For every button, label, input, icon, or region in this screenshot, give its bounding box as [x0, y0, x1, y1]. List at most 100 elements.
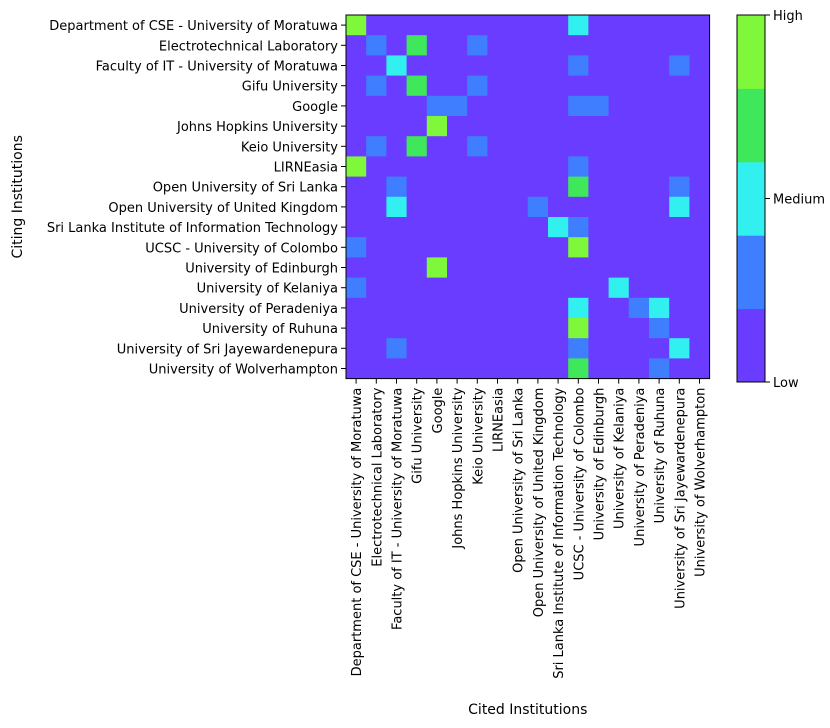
- heatmap-cell: [386, 318, 407, 339]
- heatmap-cell: [608, 297, 630, 319]
- heatmap-cell: [689, 116, 710, 137]
- heatmap-cell: [649, 156, 670, 177]
- heatmap-cell: [548, 136, 569, 157]
- heatmap-cell: [467, 35, 488, 56]
- heatmap-cell: [568, 358, 589, 379]
- heatmap-cell: [548, 196, 569, 218]
- heatmap-cell: [588, 176, 609, 198]
- heatmap-cell: [548, 237, 569, 258]
- heatmap-cell: [588, 95, 609, 117]
- heatmap-cell: [406, 338, 428, 359]
- heatmap-cell: [628, 136, 650, 157]
- heatmap-cell: [689, 338, 710, 359]
- heatmap-cell: [649, 136, 670, 157]
- heatmap-cell: [669, 176, 690, 198]
- heatmap-cell: [568, 277, 589, 299]
- heatmap-cell: [386, 196, 407, 218]
- heatmap-cell: [608, 55, 630, 76]
- heatmap-cell: [608, 196, 630, 218]
- colorbar-tick-label: High: [773, 9, 803, 24]
- heatmap-cell: [386, 176, 407, 198]
- heatmap-cell: [487, 277, 508, 299]
- heatmap-cell: [346, 277, 367, 299]
- heatmap-cell: [649, 176, 670, 198]
- heatmap-cell: [406, 297, 428, 319]
- heatmap-cell: [346, 338, 367, 359]
- x-tick-label: University of Peradeniya: [633, 388, 648, 547]
- heatmap-cell: [487, 136, 508, 157]
- heatmap-cell: [649, 318, 670, 339]
- heatmap-cell: [628, 156, 650, 177]
- heatmap-cell: [386, 257, 407, 278]
- heatmap-cell: [386, 338, 407, 359]
- heatmap-cell: [386, 55, 407, 76]
- heatmap-cell: [527, 136, 549, 157]
- heatmap-cell: [568, 116, 589, 137]
- heatmap-cell: [447, 338, 468, 359]
- y-tick-label: University of Sri Jayewardenepura: [117, 342, 338, 357]
- heatmap-cell: [588, 35, 609, 56]
- heatmap-cell: [548, 95, 569, 117]
- y-tick-label: Open University of Sri Lanka: [153, 181, 338, 196]
- heatmap-cell: [507, 217, 529, 238]
- heatmap-cell: [507, 338, 529, 359]
- heatmap-cell: [628, 35, 650, 56]
- heatmap-cell: [588, 15, 609, 36]
- heatmap-cell: [669, 297, 690, 319]
- heatmap-cell: [447, 196, 468, 218]
- colorbar: Low Medium High: [736, 9, 825, 391]
- x-tick-label: Faculty of IT - University of Moratuwa: [391, 388, 406, 630]
- heatmap-cell: [467, 136, 488, 157]
- heatmap-cell: [649, 257, 670, 278]
- heatmap-cell: [588, 196, 609, 218]
- heatmap-cell: [608, 176, 630, 198]
- y-tick-label: Keio University: [241, 140, 338, 155]
- heatmap-cell: [527, 297, 549, 319]
- heatmap-cell: [568, 217, 589, 238]
- x-tick-label: Department of CSE - University of Moratu…: [350, 388, 365, 677]
- heatmap-cell: [346, 136, 367, 157]
- heatmap-cell: [689, 55, 710, 76]
- heatmap-cell: [406, 156, 428, 177]
- heatmap-cell: [426, 35, 448, 56]
- heatmap-cell: [426, 136, 448, 157]
- heatmap-cell: [628, 358, 650, 379]
- heatmap-cell: [447, 257, 468, 278]
- heatmap-cell: [406, 176, 428, 198]
- heatmap-cell: [366, 338, 387, 359]
- heatmap-cell: [649, 217, 670, 238]
- heatmap-cell: [628, 15, 650, 36]
- heatmap-cell: [386, 116, 407, 137]
- heatmap-cell: [628, 95, 650, 117]
- heatmap-cell: [689, 15, 710, 36]
- heatmap-cell: [548, 217, 569, 238]
- colorbar-segment: [737, 161, 765, 236]
- x-tick-label: Keio University: [471, 387, 486, 484]
- heatmap-cell: [366, 55, 387, 76]
- heatmap-cell: [507, 318, 529, 339]
- heatmap-cell: [608, 358, 630, 379]
- heatmap-cell: [447, 358, 468, 379]
- heatmap-cell: [507, 75, 529, 97]
- x-tick-label: Gifu University: [411, 387, 426, 484]
- heatmap-cell: [548, 35, 569, 56]
- x-tick-label: University of Ruhuna: [653, 388, 668, 524]
- y-tick-label: Department of CSE - University of Moratu…: [49, 19, 338, 34]
- y-tick-label: University of Wolverhampton: [149, 363, 338, 378]
- heatmap-cell: [487, 95, 508, 117]
- heatmap-cell: [366, 318, 387, 339]
- heatmap-cell: [346, 318, 367, 339]
- heatmap-cell: [467, 75, 488, 97]
- heatmap-cell: [649, 338, 670, 359]
- heatmap-cell: [608, 318, 630, 339]
- plot-frame: [345, 14, 711, 380]
- heatmap-cell: [507, 95, 529, 117]
- colorbar-segment: [737, 308, 765, 383]
- heatmap-cell: [426, 196, 448, 218]
- heatmap-cell: [588, 297, 609, 319]
- heatmap-cell: [628, 75, 650, 97]
- x-tick-label: University of Wolverhampton: [694, 388, 709, 577]
- heatmap-cell: [447, 156, 468, 177]
- heatmap-cell: [426, 75, 448, 97]
- heatmap-cell: [689, 156, 710, 177]
